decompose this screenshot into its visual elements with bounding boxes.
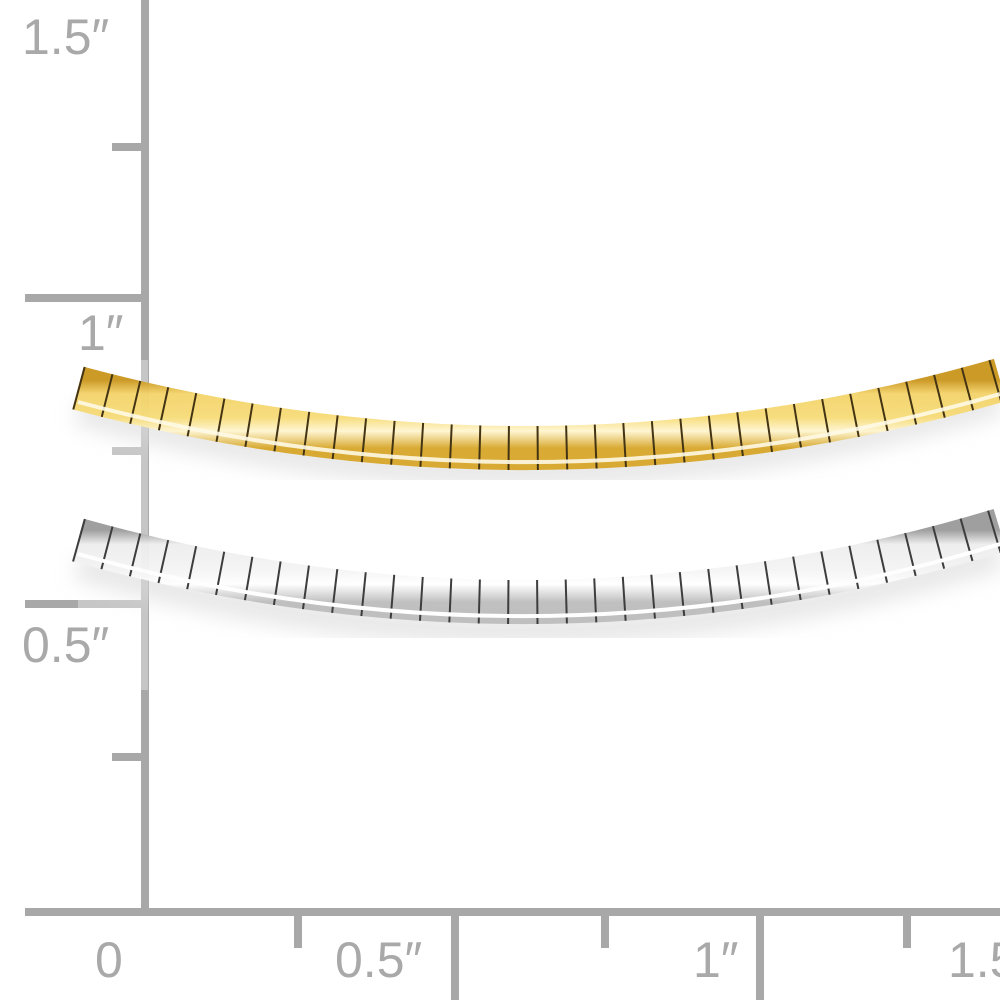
tick-minor — [903, 912, 911, 948]
vertical-axis-line — [141, 0, 149, 916]
x-label-0: 0 — [95, 932, 123, 988]
x-label-1.5in: 1.5 — [948, 932, 1000, 988]
tick-minor — [112, 753, 145, 761]
tick-major — [25, 294, 145, 302]
ruler-lines — [25, 0, 1000, 1000]
x-label-1in: 1″ — [693, 932, 739, 988]
gold-chain — [72, 358, 1000, 471]
tick-minor — [112, 143, 145, 151]
y-label-1.5in: 1.5″ — [22, 9, 110, 65]
x-label-0.5in: 0.5″ — [335, 932, 423, 988]
tick-major — [756, 912, 764, 1000]
tick-minor — [601, 912, 609, 948]
tick-major — [25, 600, 145, 608]
tick-minor — [294, 912, 302, 948]
white-chain — [72, 508, 1000, 625]
y-label-1in: 1″ — [78, 305, 124, 361]
tick-major — [451, 912, 459, 1000]
y-label-0.5in: 0.5″ — [22, 617, 110, 673]
white-chain-shadow — [73, 540, 1000, 646]
horizontal-axis-line — [25, 908, 1000, 916]
tick-minor — [112, 447, 145, 455]
